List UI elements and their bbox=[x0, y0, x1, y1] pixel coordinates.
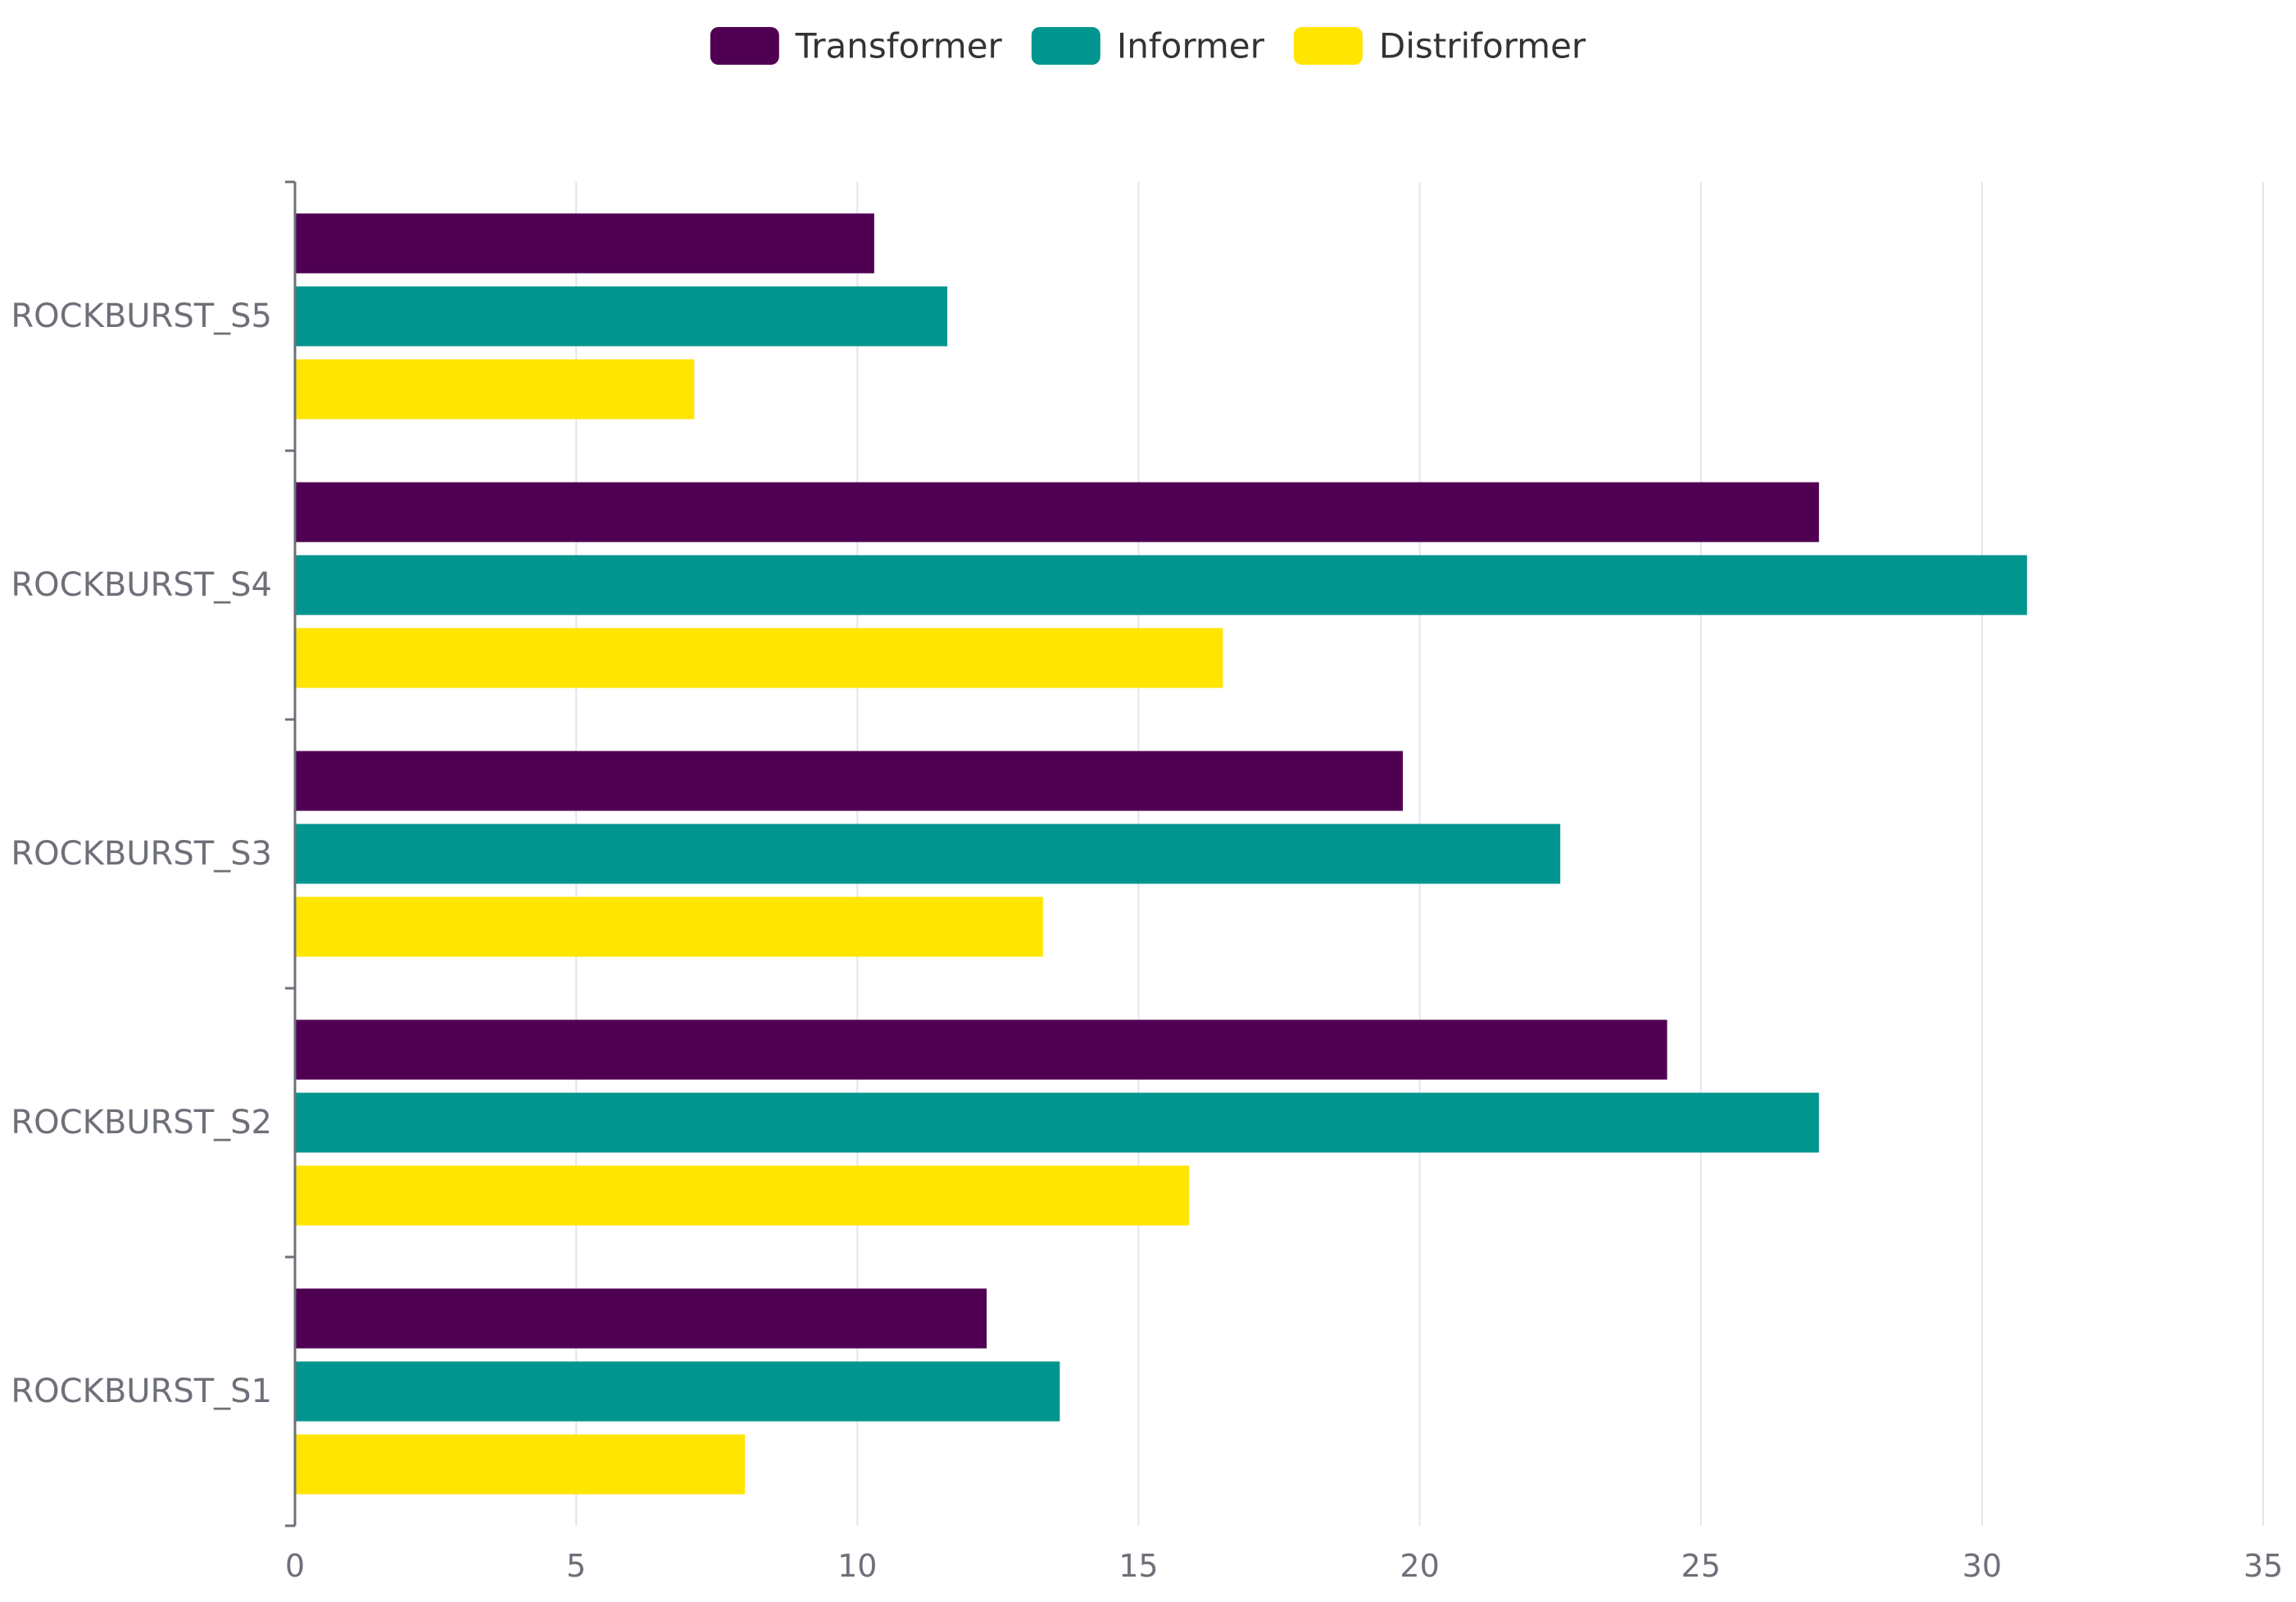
bar-rockburst-s5-informer bbox=[296, 286, 948, 347]
x-tick-label-0: 0 bbox=[285, 1548, 305, 1584]
bar-rockburst-s3-informer bbox=[296, 824, 1561, 884]
x-tick-label-20: 20 bbox=[1400, 1548, 1439, 1584]
bars bbox=[296, 213, 2027, 1495]
bar-rockburst-s5-distriformer bbox=[296, 359, 695, 420]
legend-item-distriformer[interactable]: Distriformer bbox=[1293, 26, 1586, 66]
x-tick-label-15: 15 bbox=[1119, 1548, 1158, 1584]
category-label-rockburst-s4: ROCKBURST_S4 bbox=[11, 566, 272, 604]
legend-swatch-distriformer bbox=[1293, 27, 1363, 65]
bar-rockburst-s2-transformer bbox=[296, 1019, 1668, 1080]
x-tick-label-5: 5 bbox=[566, 1548, 586, 1584]
bar-rockburst-s2-distriformer bbox=[296, 1165, 1190, 1226]
x-tick-label-35: 35 bbox=[2244, 1548, 2283, 1584]
bar-rockburst-s1-informer bbox=[296, 1361, 1060, 1422]
legend-label-distriformer: Distriformer bbox=[1379, 26, 1586, 66]
category-label-rockburst-s3: ROCKBURST_S3 bbox=[11, 835, 272, 873]
legend-swatch-informer bbox=[1031, 27, 1100, 65]
bar-rockburst-s3-transformer bbox=[296, 751, 1403, 811]
category-label-rockburst-s5: ROCKBURST_S5 bbox=[11, 297, 272, 335]
category-label-rockburst-s1: ROCKBURST_S1 bbox=[11, 1373, 272, 1410]
legend-label-informer: Informer bbox=[1117, 26, 1265, 66]
bar-rockburst-s1-distriformer bbox=[296, 1434, 746, 1495]
x-tick-label-10: 10 bbox=[837, 1548, 877, 1584]
bar-rockburst-s1-transformer bbox=[296, 1288, 987, 1349]
x-tick-label-25: 25 bbox=[1681, 1548, 1721, 1584]
bar-rockburst-s5-transformer bbox=[296, 213, 874, 274]
bar-rockburst-s4-informer bbox=[296, 555, 2027, 615]
bar-rockburst-s4-distriformer bbox=[296, 628, 1223, 688]
legend-item-transformer[interactable]: Transformer bbox=[710, 26, 1003, 66]
legend-item-informer[interactable]: Informer bbox=[1031, 26, 1265, 66]
legend-label-transformer: Transformer bbox=[795, 26, 1003, 66]
bar-rockburst-s4-transformer bbox=[296, 482, 1819, 542]
legend-swatch-transformer bbox=[710, 27, 779, 65]
axes: ROCKBURST_S1 ROCKBURST_S2 ROCKBURST_S3 ROCK… bbox=[11, 180, 2283, 1584]
category-label-rockburst-s2: ROCKBURST_S2 bbox=[11, 1104, 272, 1141]
x-tick-label-30: 30 bbox=[1962, 1548, 2002, 1584]
legend: Transformer Informer Distriformer bbox=[710, 26, 1586, 66]
bar-rockburst-s2-informer bbox=[296, 1092, 1819, 1153]
bar-rockburst-s3-distriformer bbox=[296, 896, 1043, 957]
